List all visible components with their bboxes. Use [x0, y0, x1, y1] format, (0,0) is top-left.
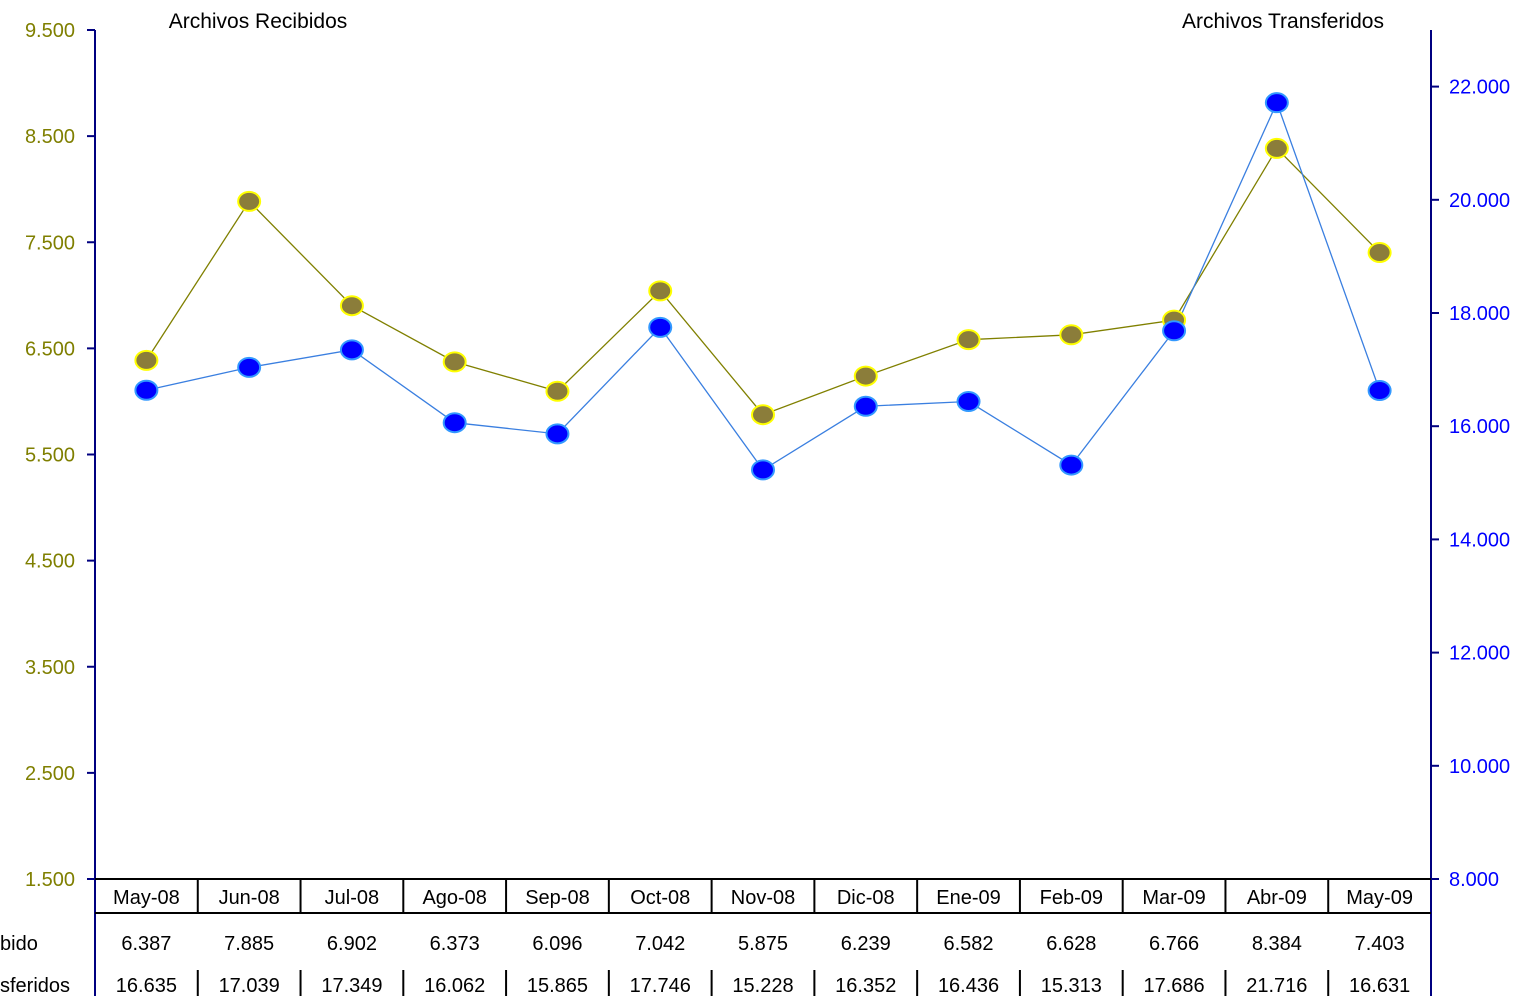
data-point-transferidos	[1367, 379, 1392, 401]
table-value: 15.313	[1041, 975, 1102, 996]
category-label: Ene-09	[936, 887, 1001, 909]
data-point-transferidos	[1264, 92, 1289, 114]
category-label: Jun-08	[219, 887, 280, 909]
right-axis-tick-label: 16.000	[1449, 416, 1510, 438]
table-value: 16.352	[835, 975, 896, 996]
category-label: Dic-08	[837, 887, 895, 909]
right-axis-title: Archivos Transferidos	[1182, 10, 1384, 33]
table-value: 7.403	[1355, 933, 1405, 955]
table-value: 16.436	[938, 975, 999, 996]
right-axis-tick-label: 10.000	[1449, 756, 1510, 778]
category-label: Feb-09	[1040, 887, 1103, 909]
left-axis-tick-label: 8.500	[25, 126, 75, 148]
left-axis-title: Archivos Recibidos	[169, 10, 348, 33]
category-label: Ago-08	[422, 887, 487, 909]
table-value: 6.387	[121, 933, 171, 955]
data-point-transferidos	[1059, 454, 1084, 476]
data-point-transferidos	[339, 339, 364, 361]
data-point-transferidos	[442, 412, 467, 434]
data-point-transferidos	[545, 423, 570, 445]
data-point-recibido	[1367, 242, 1392, 264]
data-point-recibido	[339, 295, 364, 317]
data-point-recibido	[134, 349, 159, 371]
data-point-recibido	[853, 365, 878, 387]
left-axis-tick-label: 6.500	[25, 338, 75, 360]
table-value: 6.766	[1149, 933, 1199, 955]
series-line-recibido	[145, 147, 1381, 416]
data-point-transferidos	[1162, 320, 1187, 342]
data-point-recibido	[442, 351, 467, 373]
table-value: 17.686	[1143, 975, 1204, 996]
category-label: Mar-09	[1142, 887, 1205, 909]
table-series-label: bido	[0, 933, 38, 955]
data-point-recibido	[237, 190, 262, 212]
table-value: 8.384	[1252, 933, 1302, 955]
table-value: 6.902	[327, 933, 377, 955]
table-value: 15.228	[732, 975, 793, 996]
category-label: Jul-08	[325, 887, 379, 909]
right-axis-tick-label: 14.000	[1449, 529, 1510, 551]
left-axis-tick-label: 1.500	[25, 869, 75, 891]
left-axis-tick-label: 2.500	[25, 763, 75, 785]
table-value: 17.746	[630, 975, 691, 996]
right-axis-tick-label: 20.000	[1449, 190, 1510, 212]
data-point-transferidos	[237, 356, 262, 378]
right-axis-tick-label: 22.000	[1449, 77, 1510, 99]
table-value: 5.875	[738, 933, 788, 955]
table-value: 16.631	[1349, 975, 1410, 996]
table-value: 6.628	[1046, 933, 1096, 955]
data-point-recibido	[1059, 324, 1084, 346]
table-value: 6.582	[944, 933, 994, 955]
category-label: Sep-08	[525, 887, 590, 909]
data-point-recibido	[1264, 137, 1289, 159]
table-value: 7.042	[635, 933, 685, 955]
table-value: 21.716	[1246, 975, 1307, 996]
category-label: Oct-08	[630, 887, 690, 909]
data-point-transferidos	[751, 459, 775, 481]
data-point-recibido	[545, 380, 570, 402]
data-point-transferidos	[134, 379, 159, 401]
left-axis-tick-label: 9.500	[25, 20, 75, 42]
left-axis-tick-label: 7.500	[25, 232, 75, 254]
data-point-recibido	[648, 280, 673, 302]
category-label: May-08	[113, 887, 180, 909]
data-point-transferidos	[648, 316, 673, 338]
data-point-recibido	[751, 404, 775, 426]
left-axis-tick-label: 4.500	[25, 551, 75, 573]
right-axis-tick-label: 12.000	[1449, 643, 1510, 665]
data-point-transferidos	[956, 391, 981, 413]
right-axis-tick-label: 18.000	[1449, 303, 1510, 325]
table-value: 7.885	[224, 933, 274, 955]
category-label: Abr-09	[1247, 887, 1307, 909]
category-label: Nov-08	[731, 887, 795, 909]
table-value: 17.039	[219, 975, 280, 996]
table-value: 17.349	[321, 975, 382, 996]
left-axis-tick-label: 5.500	[25, 445, 75, 467]
data-point-transferidos	[853, 395, 878, 417]
table-value: 16.062	[424, 975, 485, 996]
table-value: 6.096	[532, 933, 582, 955]
left-axis-tick-label: 3.500	[25, 657, 75, 679]
right-axis-tick-label: 8.000	[1449, 869, 1499, 891]
data-point-recibido	[956, 329, 981, 351]
table-value: 16.635	[116, 975, 177, 996]
table-value: 6.373	[430, 933, 480, 955]
table-value: 15.865	[527, 975, 588, 996]
category-label: May-09	[1346, 887, 1413, 909]
table-value: 6.239	[841, 933, 891, 955]
table-series-label: sferidos	[0, 975, 70, 996]
